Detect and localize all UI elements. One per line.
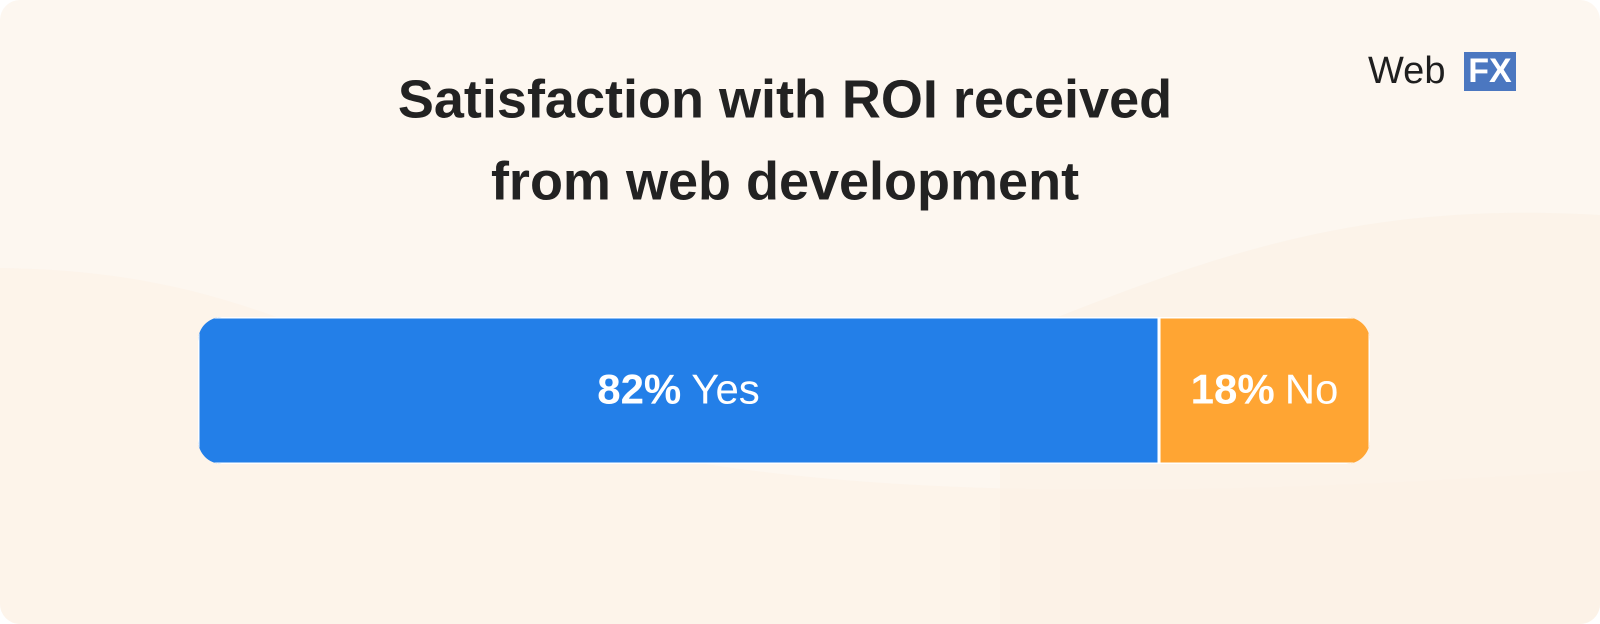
chart-title: Satisfaction with ROI received: [398, 69, 1172, 129]
value-label: 18%: [1191, 366, 1275, 413]
logo-text: Web: [1368, 50, 1445, 92]
bar-group: [198, 317, 1370, 464]
value-label: 82%: [597, 366, 681, 413]
legend-label: Yes: [691, 366, 760, 413]
logo: Web FX: [1368, 50, 1516, 92]
logo-badge: [1464, 52, 1516, 91]
data-label: 18% No: [1191, 366, 1339, 413]
bar-segment: [1157, 317, 1370, 464]
logo-badge-text: FX: [1468, 52, 1512, 90]
chart-title: from web development: [491, 151, 1079, 211]
bar-segment: [198, 317, 1161, 464]
legend-label: No: [1285, 366, 1339, 413]
data-label: 82% Yes: [597, 366, 760, 413]
